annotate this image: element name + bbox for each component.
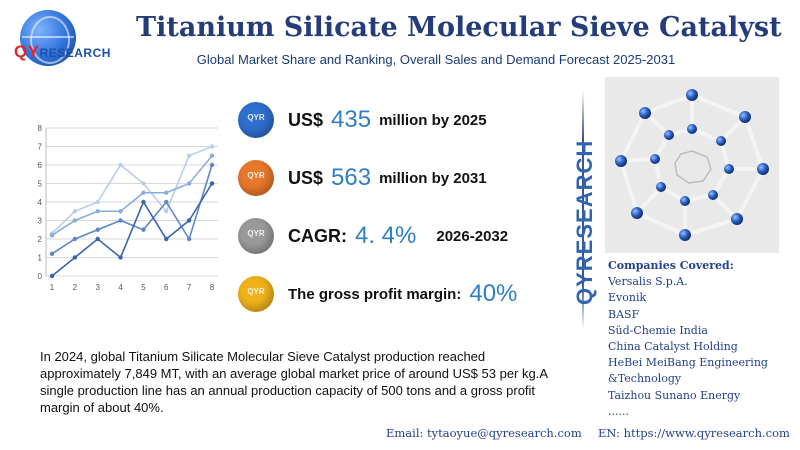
x-tick-label: 6: [164, 283, 169, 292]
series-point: [72, 218, 78, 223]
series-point: [49, 233, 55, 238]
series-point: [209, 144, 215, 149]
market-description: In 2024, global Titanium Silicate Molecu…: [40, 349, 548, 415]
companies-title: Companies Covered:: [608, 259, 734, 272]
company-item: China Catalyst Holding: [608, 340, 738, 354]
vertical-brand-text: QYRESEARCH: [572, 139, 597, 305]
series-point: [72, 236, 78, 242]
series-point: [72, 209, 78, 214]
y-tick-label: 8: [38, 124, 43, 133]
y-tick-label: 3: [38, 217, 43, 226]
metric-suffix: 2026-2032: [436, 227, 509, 245]
series-line-3: [51, 164, 213, 255]
y-tick-label: 5: [38, 180, 43, 189]
series-point: [141, 190, 146, 195]
x-tick-label: 2: [73, 283, 78, 292]
series-point: [118, 162, 123, 168]
x-tick-label: 3: [95, 283, 100, 292]
series-point: [141, 181, 146, 186]
series-point: [49, 251, 55, 256]
series-point: [95, 199, 100, 205]
metric-value: 435: [331, 106, 372, 133]
company-item: Taizhou Sunano Energy: [608, 388, 741, 402]
metric-market-2025: US$ 435 million by 2025: [238, 100, 487, 140]
company-item: Evonik: [608, 291, 647, 305]
x-tick-label: 4: [118, 283, 123, 292]
x-tick-label: 7: [187, 283, 192, 292]
company-item: Süd-Chemie India: [608, 323, 708, 337]
metric-gross-margin: The gross profit margin: 40%: [238, 274, 517, 314]
series-line-1: [51, 145, 213, 235]
metric-value: 563: [331, 164, 372, 191]
x-tick-label: 8: [210, 283, 215, 292]
y-tick-label: 7: [38, 143, 43, 152]
series-point: [164, 199, 169, 205]
molecular-sieve-image: [605, 77, 779, 253]
x-tick-label: 5: [141, 283, 146, 292]
series-point: [118, 255, 123, 260]
metric-prefix: CAGR:: [288, 225, 347, 246]
series-point: [95, 227, 100, 232]
y-tick-label: 0: [38, 272, 43, 281]
y-tick-label: 6: [38, 161, 43, 170]
series-point: [118, 209, 123, 214]
company-item: BASF: [608, 307, 640, 321]
series-point: [95, 236, 100, 242]
globe-logo-icon: [20, 10, 76, 66]
y-tick-label: 4: [38, 198, 43, 207]
metric-market-2031: US$ 563 million by 2031: [238, 158, 487, 198]
series-line-2: [51, 155, 213, 236]
y-tick-label: 2: [38, 235, 43, 244]
vertical-divider: [582, 90, 584, 330]
series-point: [209, 162, 215, 168]
companies-covered: Companies Covered: Versalis S.p.A. Evoni…: [608, 258, 798, 420]
globe-icon-gray: [238, 218, 274, 254]
logo-text-research: RESEARCH: [39, 46, 111, 60]
page-title: Titanium Silicate Molecular Sieve Cataly…: [136, 12, 782, 43]
series-point: [95, 209, 100, 214]
logo-text-qy: QY: [14, 42, 40, 61]
series-point: [186, 218, 192, 223]
series-point: [186, 236, 192, 242]
series-line-4: [51, 183, 213, 277]
series-point: [164, 190, 169, 195]
series-point: [72, 255, 78, 260]
company-item: &Technology: [608, 372, 682, 386]
metric-prefix: The gross profit margin:: [288, 285, 462, 303]
series-point: [141, 199, 146, 205]
page-subtitle: Global Market Share and Ranking, Overall…: [196, 52, 676, 67]
qyresearch-logo: QYRESEARCH: [14, 10, 144, 70]
company-item: Versalis S.p.A.: [608, 275, 688, 289]
series-point: [164, 209, 169, 214]
metric-cagr: CAGR: 4. 4% 2026-2032: [238, 216, 508, 256]
series-point: [118, 218, 123, 223]
metric-prefix: US$: [288, 109, 324, 130]
series-point: [49, 273, 55, 279]
metric-prefix: US$: [288, 167, 324, 188]
series-point: [209, 181, 215, 186]
logo-text: QYRESEARCH: [14, 42, 111, 62]
series-point: [186, 153, 192, 158]
company-item: ......: [608, 404, 629, 418]
company-item: HeBei MeiBang Engineering: [608, 356, 768, 370]
footer-website: EN: https://www.qyresearch.com: [598, 426, 790, 440]
series-point: [164, 236, 169, 242]
series-point: [141, 227, 146, 232]
series-point: [209, 153, 215, 158]
series-point: [186, 181, 192, 186]
x-tick-label: 1: [50, 283, 55, 292]
globe-icon-yellow: [238, 276, 274, 312]
globe-icon-orange: [238, 160, 274, 196]
metric-suffix: million by 2031: [379, 169, 487, 187]
footer-email: Email: tytaoyue@qyresearch.com: [386, 426, 582, 440]
metric-value: 4. 4%: [355, 222, 417, 249]
globe-icon-blue: [238, 102, 274, 138]
y-tick-label: 1: [38, 254, 43, 263]
metric-suffix: million by 2025: [379, 111, 487, 129]
metric-value: 40%: [469, 280, 518, 307]
